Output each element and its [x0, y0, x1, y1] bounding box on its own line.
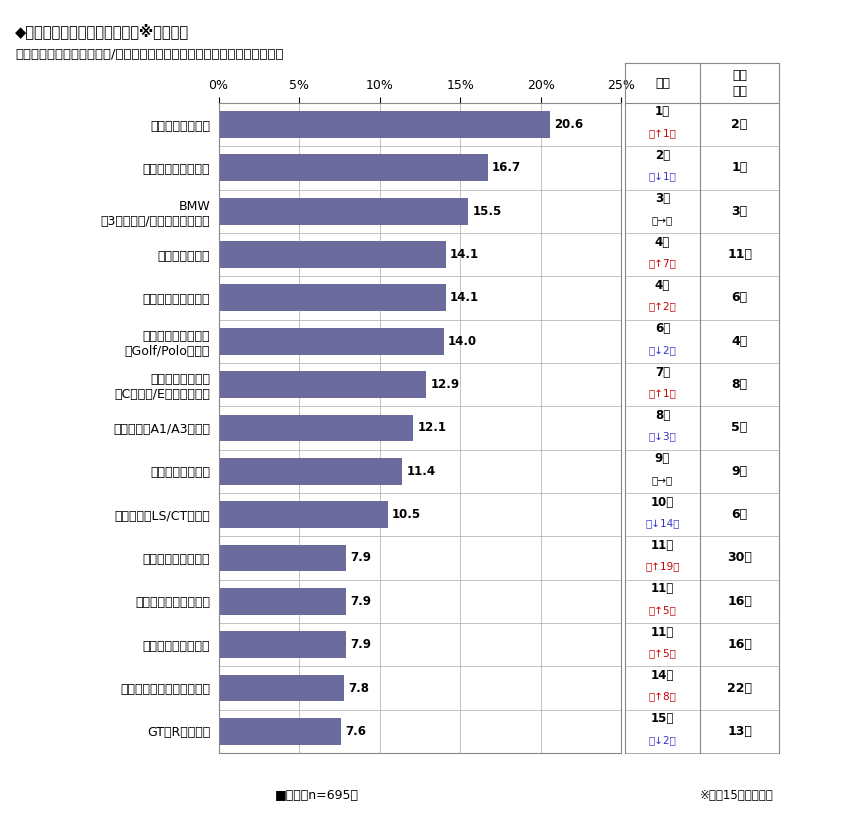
- Text: （↑1）: （↑1）: [649, 128, 676, 138]
- Text: 15.5: 15.5: [472, 205, 501, 218]
- Text: （↑7）: （↑7）: [649, 258, 676, 268]
- Text: （→）: （→）: [652, 475, 673, 485]
- Bar: [219, 371, 427, 398]
- Text: （↓14）: （↓14）: [645, 518, 680, 528]
- Bar: [219, 501, 387, 528]
- Text: 12.1: 12.1: [417, 421, 446, 435]
- Text: 1位: 1位: [655, 105, 670, 119]
- Text: 6位: 6位: [655, 322, 670, 335]
- Text: 14位: 14位: [650, 669, 674, 682]
- Bar: [219, 675, 345, 701]
- Text: （↑5）: （↑5）: [649, 649, 676, 658]
- Text: 順位: 順位: [655, 77, 670, 90]
- Text: 16.7: 16.7: [492, 161, 521, 174]
- Text: 3位: 3位: [732, 205, 747, 218]
- Text: （↓2）: （↓2）: [649, 735, 676, 745]
- Text: 6位: 6位: [732, 508, 747, 521]
- Bar: [219, 155, 488, 181]
- Text: （↓2）: （↓2）: [649, 345, 676, 355]
- Text: 昨年
順位: 昨年 順位: [732, 68, 747, 98]
- Text: （↑19）: （↑19）: [645, 561, 680, 571]
- Text: 7.9: 7.9: [350, 551, 371, 565]
- Text: （→）: （→）: [652, 215, 673, 225]
- Text: 8位: 8位: [655, 409, 670, 422]
- Bar: [219, 631, 346, 658]
- Text: 7.9: 7.9: [350, 595, 371, 608]
- Text: 11.4: 11.4: [406, 465, 435, 478]
- Text: 4位: 4位: [655, 235, 670, 249]
- Text: （↓1）: （↓1）: [649, 171, 676, 181]
- Text: 5位: 5位: [732, 421, 747, 435]
- Text: （↑8）: （↑8）: [649, 691, 676, 701]
- Text: 14.1: 14.1: [450, 248, 479, 261]
- Text: 2位: 2位: [655, 149, 670, 162]
- Text: 7.8: 7.8: [348, 681, 369, 695]
- Bar: [219, 111, 550, 138]
- Text: 4位: 4位: [655, 279, 670, 292]
- Text: 6位: 6位: [732, 291, 747, 305]
- Text: 10.5: 10.5: [392, 508, 421, 521]
- Text: ■全体「n=695」: ■全体「n=695」: [275, 788, 359, 802]
- Text: 12.9: 12.9: [430, 378, 459, 391]
- Text: 11位: 11位: [727, 248, 752, 261]
- Bar: [219, 285, 446, 311]
- Bar: [219, 241, 446, 268]
- Text: 11位: 11位: [650, 582, 674, 595]
- Text: 14.0: 14.0: [448, 335, 477, 348]
- Text: 3位: 3位: [655, 192, 670, 205]
- Bar: [219, 458, 402, 485]
- Text: ◆車を購入する際に欲しい車　※複数回答: ◆車を購入する際に欲しい車 ※複数回答: [15, 23, 189, 39]
- Text: 14.1: 14.1: [450, 291, 479, 305]
- Text: 8位: 8位: [732, 378, 747, 391]
- Text: 4位: 4位: [732, 335, 747, 348]
- Text: 7.9: 7.9: [350, 638, 371, 651]
- Text: 15位: 15位: [650, 712, 674, 725]
- Text: 7.6: 7.6: [345, 725, 366, 738]
- Bar: [219, 588, 346, 615]
- Text: 7位: 7位: [655, 365, 670, 379]
- Text: 11位: 11位: [650, 539, 674, 552]
- Text: 16位: 16位: [727, 638, 752, 651]
- Text: 1位: 1位: [732, 161, 747, 174]
- Text: 13位: 13位: [727, 725, 752, 738]
- Text: （↑2）: （↑2）: [649, 301, 676, 311]
- Text: 30位: 30位: [727, 551, 752, 565]
- Text: （↑1）: （↑1）: [649, 388, 676, 398]
- Text: 対象者：運転免許保有者/取得予定者で、車を購入する予定はない人以外: 対象者：運転免許保有者/取得予定者で、車を購入する予定はない人以外: [15, 48, 284, 61]
- Text: （↑5）: （↑5）: [649, 605, 676, 615]
- Text: 20.6: 20.6: [554, 118, 584, 131]
- Text: 9位: 9位: [655, 452, 670, 465]
- Bar: [219, 415, 413, 441]
- Text: 16位: 16位: [727, 595, 752, 608]
- Bar: [219, 198, 468, 225]
- Text: 11位: 11位: [650, 625, 674, 639]
- Text: 22位: 22位: [727, 681, 752, 695]
- Text: ※上位15位まで抜粋: ※上位15位まで抜粋: [700, 788, 774, 802]
- Text: 2位: 2位: [732, 118, 747, 131]
- Bar: [219, 718, 341, 745]
- Bar: [219, 545, 346, 571]
- Text: 10位: 10位: [650, 495, 674, 509]
- Text: 9位: 9位: [732, 465, 747, 478]
- Text: （↓3）: （↓3）: [649, 431, 676, 441]
- Bar: [219, 328, 444, 355]
